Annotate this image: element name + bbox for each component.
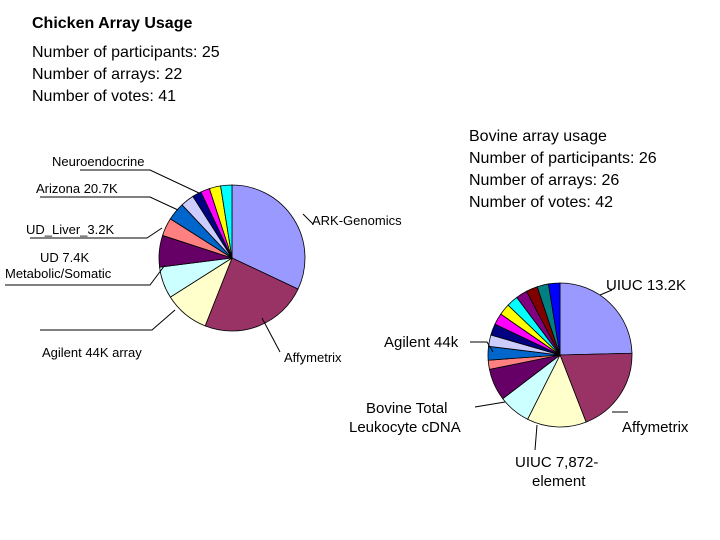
leader-uiuc-7872 (534, 424, 538, 451)
leader-agilent-44k (40, 309, 176, 331)
chicken-label-affymetrix: Affymetrix (284, 350, 342, 365)
bovine-slice-0 (559, 282, 633, 356)
bovine-label-leukocyte-line2: Leukocyte cDNA (349, 419, 461, 436)
chicken-label-ud-liver: UD_Liver_3.2K (26, 222, 114, 237)
leader-ark (302, 213, 314, 225)
chicken-stat-participants: Number of participants: 25 (32, 44, 220, 61)
bovine-label-affymetrix: Affymetrix (622, 419, 689, 436)
bovine-label-leukocyte: Bovine Total Leukocyte cDNA (349, 400, 461, 436)
bovine-label-leukocyte-line1: Bovine Total (366, 400, 447, 417)
bovine-label-uiuc-7872-line1: UIUC 7,872- (515, 454, 598, 471)
bovine-slice-2 (527, 354, 587, 428)
chicken-label-agilent: Agilent 44K array (42, 345, 142, 360)
chicken-leader-lines (5, 169, 314, 353)
leader-affymetrix (261, 317, 281, 353)
chicken-stat-votes: Number of votes: 41 (32, 88, 176, 105)
bovine-label-uiuc-13k: UIUC 13.2K (606, 277, 686, 294)
chicken-label-arizona: Arizona 20.7K (36, 181, 118, 196)
bovine-pie (487, 282, 633, 428)
leader-agilent-44k-bovine (470, 341, 494, 353)
chicken-label-ud-metabolic: UD 7.4K Metabolic/Somatic (5, 250, 112, 281)
bovine-title: Bovine array usage (469, 128, 607, 145)
bovine-label-uiuc-7872: UIUC 7,872- element (515, 454, 603, 490)
leader-bovine-leukocyte (474, 401, 506, 408)
chicken-label-ud-metabolic-line2: Metabolic/Somatic (5, 266, 112, 281)
bovine-slice-1 (559, 352, 633, 423)
bovine-stat-arrays: Number of arrays: 26 (469, 172, 619, 189)
bovine-stat-votes: Number of votes: 42 (469, 194, 613, 211)
bovine-stat-participants: Number of participants: 26 (469, 150, 657, 167)
leader-arizona (40, 196, 179, 211)
chicken-label-neuroendocrine: Neuroendocrine (52, 154, 145, 169)
bovine-leader-lines (470, 289, 628, 451)
leader-uiuc-13k (599, 289, 613, 296)
chicken-title: Chicken Array Usage (32, 15, 192, 32)
chicken-slice-1 (204, 257, 299, 332)
bovine-slice-15 (547, 282, 561, 356)
chicken-slice-0 (231, 184, 306, 290)
leader-neuroendocrine (80, 169, 200, 194)
leader-ud-liver (30, 227, 163, 239)
chicken-slice-11 (220, 184, 233, 259)
bovine-label-uiuc-7872-line2: element (532, 473, 586, 490)
leader-ud-metabolic (5, 264, 166, 286)
chicken-stat-arrays: Number of arrays: 22 (32, 66, 182, 83)
chicken-pie (158, 184, 306, 332)
bovine-label-agilent: Agilent 44k (384, 334, 459, 351)
chicken-label-ark: ARK-Genomics (312, 213, 402, 228)
chicken-label-ud-metabolic-line1: UD 7.4K (40, 250, 89, 265)
